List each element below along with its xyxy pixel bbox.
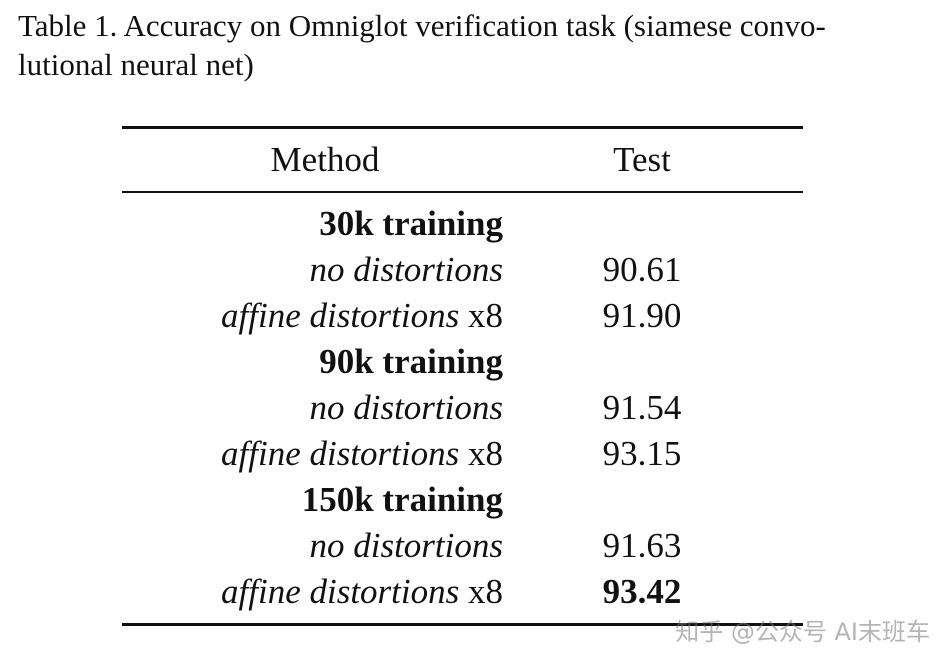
method-name: affine distortions (221, 434, 460, 473)
test-value: 91.63 (602, 526, 682, 565)
bottom-rule (122, 623, 803, 626)
mid-rule (122, 191, 803, 193)
test-value: 90.61 (602, 250, 682, 289)
method-name: no distortions (309, 250, 503, 289)
section-title: 90k training (319, 342, 503, 381)
test-value: 93.15 (602, 434, 682, 473)
method-cell: affine distortions x8 (221, 296, 503, 336)
header-method: Method (270, 140, 380, 179)
top-rule (122, 126, 803, 129)
method-name: affine distortions (221, 572, 460, 611)
test-value: 91.54 (602, 388, 682, 427)
method-name: no distortions (309, 526, 503, 565)
method-cell: no distortions (309, 250, 503, 290)
method-name: affine distortions (221, 296, 460, 335)
test-value: 93.42 (602, 572, 682, 611)
header-test: Test (613, 140, 671, 179)
method-cell: no distortions (309, 526, 503, 566)
method-cell: no distortions (309, 388, 503, 428)
method-suffix: x8 (468, 572, 503, 611)
caption-line: lutional neural net) (18, 47, 254, 82)
caption-line: Table 1. Accuracy on Omniglot verificati… (18, 8, 826, 43)
section-title: 30k training (319, 204, 503, 243)
test-value: 91.90 (602, 296, 682, 335)
method-name: no distortions (309, 388, 503, 427)
method-cell: affine distortions x8 (221, 434, 503, 474)
section-title: 150k training (301, 480, 503, 519)
method-cell: affine distortions x8 (221, 572, 503, 612)
method-suffix: x8 (468, 434, 503, 473)
watermark: 知乎 @公众号 AI末班车 (675, 618, 930, 646)
method-suffix: x8 (468, 296, 503, 335)
